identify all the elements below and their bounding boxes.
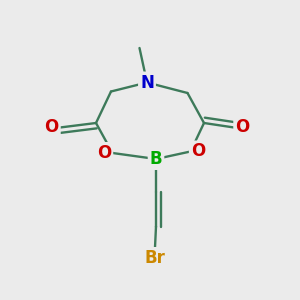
Text: O: O — [191, 142, 205, 160]
Text: B: B — [150, 150, 162, 168]
Text: O: O — [97, 144, 111, 162]
Text: Br: Br — [144, 249, 165, 267]
Text: O: O — [44, 118, 59, 136]
Text: N: N — [140, 74, 154, 92]
Text: O: O — [235, 118, 250, 136]
